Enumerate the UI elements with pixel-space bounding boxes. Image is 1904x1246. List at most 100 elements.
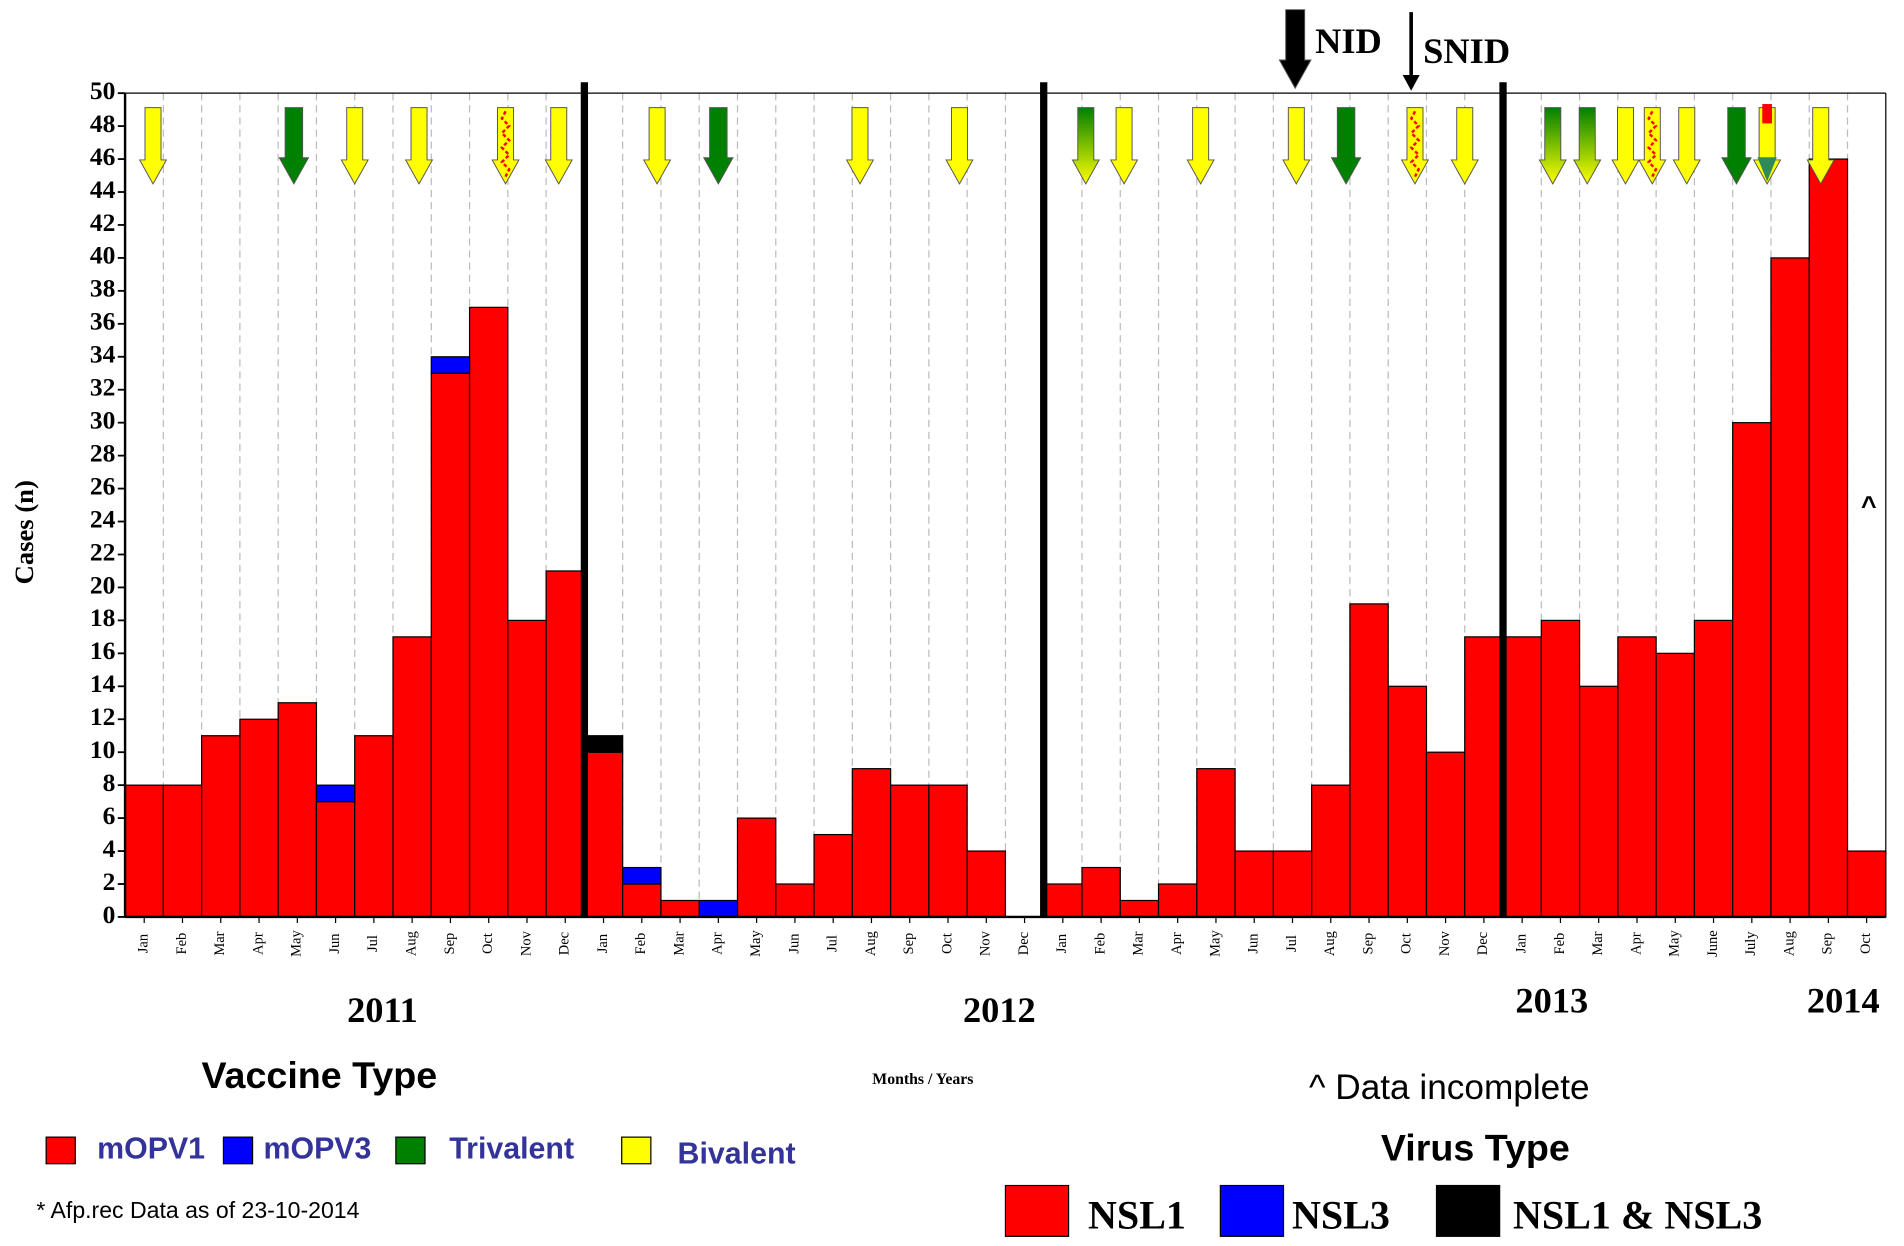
y-tick-label: 32 xyxy=(90,373,115,402)
x-tick-label: Feb xyxy=(633,933,649,955)
bar xyxy=(1617,636,1657,918)
bar xyxy=(354,735,394,918)
nid-arrow xyxy=(1278,9,1312,90)
y-tick-label: 36 xyxy=(90,307,115,336)
y-tick-label: 42 xyxy=(90,208,115,237)
x-tick-label: May xyxy=(1207,930,1223,957)
bar xyxy=(1540,619,1581,918)
y-tick-label: 44 xyxy=(90,175,116,204)
x-tick-label: Jun xyxy=(1246,933,1262,954)
bar xyxy=(583,751,624,918)
y-tick-label: 10 xyxy=(90,735,115,764)
year-label: 2012 xyxy=(963,990,1036,1030)
x-tick-label: Jan xyxy=(136,933,152,953)
bar xyxy=(775,883,815,918)
bar xyxy=(1043,883,1083,918)
bar xyxy=(1655,652,1696,918)
bar xyxy=(1349,603,1389,918)
legend-swatch xyxy=(395,1136,426,1165)
bar xyxy=(660,899,700,918)
campaign-arrow xyxy=(544,107,573,185)
bar xyxy=(1578,685,1619,918)
bar xyxy=(1234,850,1274,918)
campaign-arrow xyxy=(1638,107,1667,185)
y-tick-label: 26 xyxy=(90,471,115,500)
y-tick-label: 4 xyxy=(103,834,116,863)
bar xyxy=(430,356,471,374)
x-tick-label: Oct xyxy=(939,933,955,954)
x-tick-label: Feb xyxy=(1092,933,1108,955)
campaign-arrow xyxy=(1450,107,1479,185)
annotation: SNID xyxy=(1423,31,1510,71)
y-tick-label: 20 xyxy=(90,570,115,599)
x-axis-label: Months / Years xyxy=(872,1071,973,1088)
bar xyxy=(1311,784,1351,918)
x-tick-label: July xyxy=(1743,931,1759,956)
campaign-arrow xyxy=(1672,107,1701,185)
campaign-arrow xyxy=(138,107,168,185)
y-tick-label: 24 xyxy=(90,504,116,533)
legend-swatch xyxy=(1004,1184,1070,1237)
bar xyxy=(889,784,930,918)
x-tick-label: Sep xyxy=(1360,933,1376,955)
x-tick-label: June xyxy=(1705,930,1721,957)
x-tick-label: Oct xyxy=(1399,933,1415,954)
legend-label: Bivalent xyxy=(678,1137,796,1170)
year-label: 2011 xyxy=(347,990,418,1030)
year-label: 2014 xyxy=(1807,980,1880,1020)
campaign-arrow xyxy=(642,107,672,185)
campaign-arrow-mark xyxy=(1762,104,1772,124)
bar xyxy=(1196,768,1236,918)
campaign-arrow xyxy=(1330,107,1362,185)
campaign-arrow xyxy=(278,107,310,185)
x-tick-label: Aug xyxy=(1322,931,1338,956)
x-tick-label: Jan xyxy=(1513,933,1529,953)
x-tick-label: Mar xyxy=(1590,931,1606,955)
y-tick-label: 48 xyxy=(90,109,115,138)
bar xyxy=(966,850,1007,918)
bar xyxy=(1272,850,1313,918)
x-tick-label: Jul xyxy=(365,935,381,952)
bar xyxy=(1846,850,1887,918)
bar xyxy=(315,801,356,918)
x-tick-label: Dec xyxy=(1475,932,1491,955)
x-tick-label: Aug xyxy=(863,931,879,956)
bar xyxy=(698,899,739,918)
bar xyxy=(315,784,356,803)
note: * Afp.rec Data as of 23-10-2014 xyxy=(36,1197,359,1223)
bar xyxy=(622,866,662,885)
legend-label: NSL1 & NSL3 xyxy=(1513,1193,1762,1238)
x-tick-label: Oct xyxy=(1858,933,1874,954)
y-tick-label: 2 xyxy=(103,867,116,896)
x-tick-label: Sep xyxy=(901,933,917,955)
bar xyxy=(1808,158,1849,918)
x-tick-label: Sep xyxy=(1820,933,1836,955)
y-tick-label: 46 xyxy=(90,142,115,171)
bar xyxy=(1425,751,1466,918)
y-tick-label: 16 xyxy=(90,636,115,665)
bar xyxy=(813,833,853,918)
bar xyxy=(124,784,164,918)
x-tick-label: Mar xyxy=(212,931,228,955)
x-tick-label: Mar xyxy=(671,931,687,955)
campaign-arrow xyxy=(1573,107,1602,185)
bar xyxy=(1157,883,1198,918)
bar xyxy=(1464,636,1504,918)
bar xyxy=(622,883,662,918)
bar xyxy=(928,784,968,918)
bar xyxy=(1693,619,1734,918)
snid-arrow xyxy=(1402,75,1420,91)
x-tick-label: Apr xyxy=(1169,932,1185,955)
x-tick-label: Jul xyxy=(1284,935,1300,952)
x-tick-label: Dec xyxy=(1016,932,1032,955)
x-tick-label: Jan xyxy=(595,933,611,953)
x-tick-label: Apr xyxy=(710,932,726,955)
x-tick-label: Sep xyxy=(442,933,458,955)
campaign-arrow-mark xyxy=(1757,157,1777,182)
y-axis-label: Cases (n) xyxy=(9,480,39,584)
x-tick-label: Mar xyxy=(1131,931,1147,955)
campaign-arrow xyxy=(702,107,734,185)
y-tick-label: 28 xyxy=(90,439,115,468)
bar xyxy=(239,718,279,918)
